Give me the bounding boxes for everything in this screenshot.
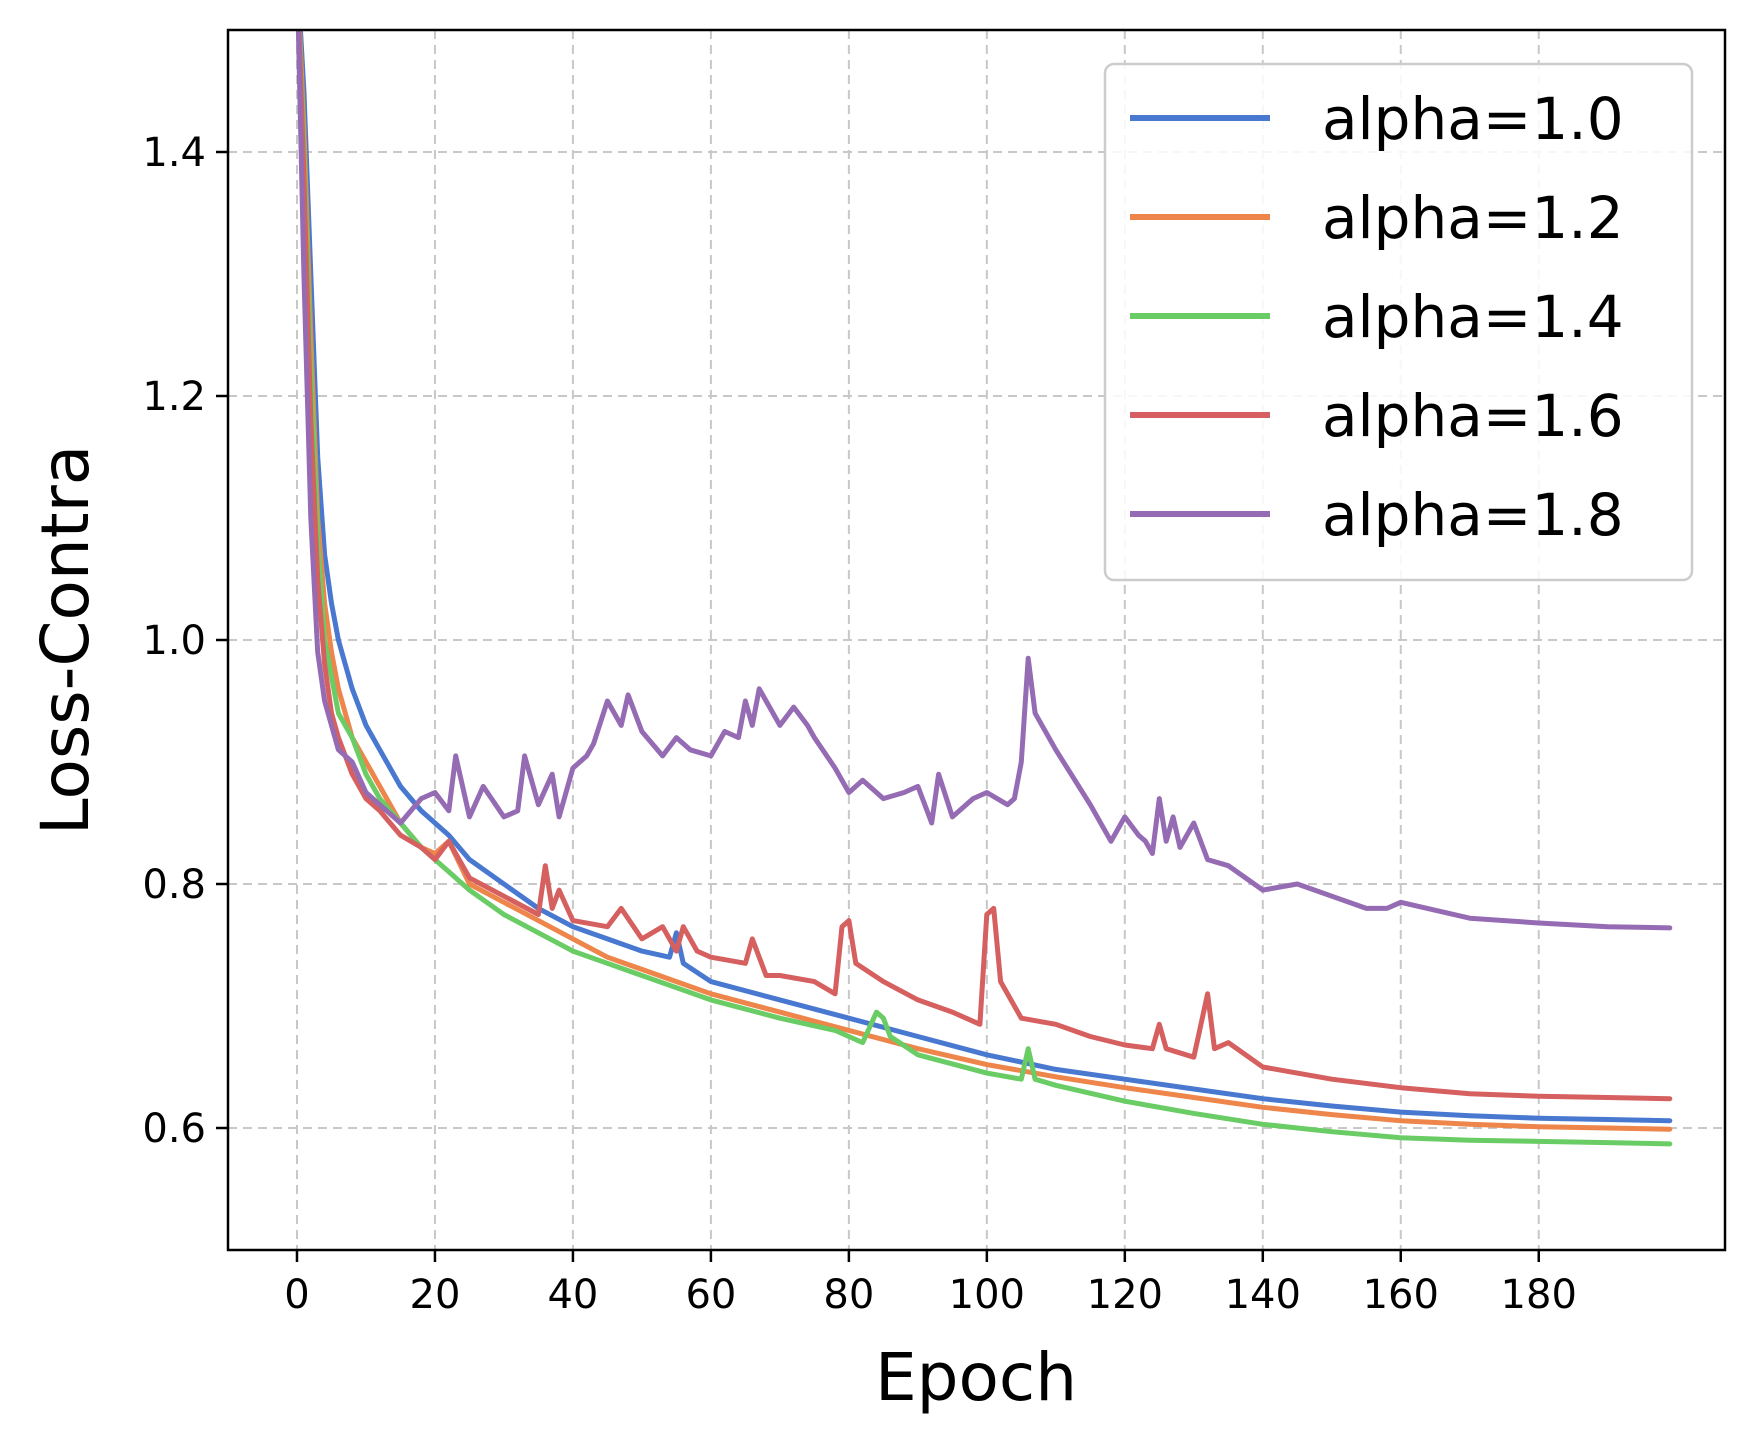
series-line-alpha-1-6	[296, 30, 1673, 1102]
legend-label: alpha=1.8	[1322, 481, 1624, 549]
x-tick-label: 180	[1501, 1272, 1577, 1318]
x-tick-label: 40	[547, 1272, 598, 1318]
x-tick-label: 140	[1225, 1272, 1301, 1318]
y-tick-label: 1.4	[142, 130, 206, 176]
y-axis-label: Loss-Contra	[27, 445, 104, 835]
x-tick-label: 20	[410, 1272, 461, 1318]
series-line-alpha-1-8	[295, 30, 1673, 931]
legend-label: alpha=1.6	[1322, 382, 1624, 450]
y-tick-label: 1.2	[142, 374, 206, 420]
legend-label: alpha=1.4	[1322, 283, 1624, 351]
x-axis-ticks: 0 20 40 60 80 100 120 140 160 180	[284, 1250, 1577, 1318]
x-tick-label: 120	[1087, 1272, 1163, 1318]
y-axis-ticks: 0.6 0.8 1.0 1.2 1.4	[142, 130, 228, 1152]
series-lines	[295, 30, 1673, 1147]
legend-label: alpha=1.0	[1322, 85, 1624, 153]
y-tick-label: 0.6	[142, 1106, 206, 1152]
x-axis-label: Epoch	[875, 1339, 1077, 1416]
x-tick-label: 60	[685, 1272, 736, 1318]
x-tick-label: 0	[284, 1272, 309, 1318]
y-tick-label: 0.8	[142, 862, 206, 908]
series-line-alpha-1-4	[296, 30, 1673, 1147]
y-tick-label: 1.0	[142, 618, 206, 664]
x-tick-label: 100	[949, 1272, 1025, 1318]
x-tick-label: 80	[823, 1272, 874, 1318]
series-line-alpha-1-0	[297, 30, 1673, 1124]
legend: alpha=1.0 alpha=1.2 alpha=1.4 alpha=1.6 alph…	[1103, 62, 1694, 582]
x-tick-label: 160	[1363, 1272, 1439, 1318]
legend-label: alpha=1.2	[1322, 184, 1624, 252]
series-line-alpha-1-2	[297, 30, 1673, 1132]
legend-box	[1103, 62, 1694, 582]
